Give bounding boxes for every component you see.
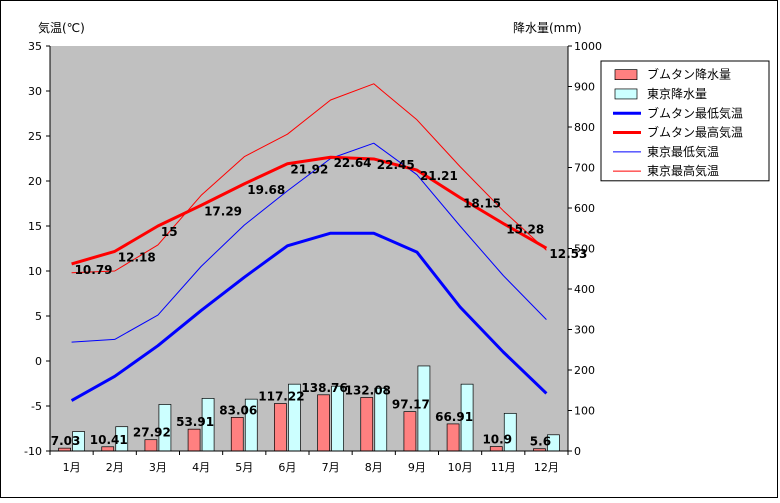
- right-tick-label: 0: [574, 445, 581, 458]
- bar-value-label: 5.6: [530, 435, 551, 449]
- right-tick-label: 400: [574, 283, 595, 296]
- bar-bumthang-5: [230, 417, 244, 452]
- legend-label: 東京降水量: [647, 87, 707, 101]
- line-value-label: 10.79: [75, 263, 113, 277]
- bar-bumthang-6: [274, 403, 287, 452]
- left-tick-label: 5: [35, 310, 42, 323]
- legend-box: [600, 60, 770, 182]
- x-tick-label: 6月: [278, 461, 296, 474]
- legend-label: ブムタン最低気温: [647, 105, 743, 120]
- bar-value-label: 7.03: [51, 434, 81, 448]
- bar-bumthang-10: [446, 423, 460, 452]
- right-tick-label: 900: [574, 81, 595, 94]
- x-tick-label: 11月: [491, 461, 516, 474]
- line-4: [71, 142, 547, 343]
- line-2: [70, 231, 548, 402]
- x-tick-label: 8月: [365, 461, 383, 474]
- right-axis-title: 降水量(mm): [513, 21, 582, 35]
- right-tick-label: 700: [574, 162, 595, 175]
- bar-value-label: 117.22: [258, 390, 304, 404]
- bar-value-label: 97.17: [392, 398, 430, 412]
- bar-value-label: 83.06: [219, 403, 257, 417]
- line-5: [71, 83, 547, 274]
- bar-bumthang-11: [489, 446, 503, 452]
- right-tick-label: 1000: [574, 40, 602, 53]
- left-tick-label: 10: [28, 265, 42, 278]
- x-tick-label: 3月: [149, 461, 167, 474]
- x-tick-label: 5月: [235, 461, 253, 474]
- bar-bumthang-8: [360, 397, 374, 452]
- line-value-label: 22.64: [334, 156, 372, 170]
- left-tick-label: 35: [28, 40, 42, 53]
- line-value-label: 17.29: [204, 204, 242, 218]
- left-tick-label: 30: [28, 85, 42, 98]
- right-tick-label: 100: [574, 405, 595, 418]
- right-tick-label: 800: [574, 121, 595, 134]
- bar-value-label: 132.08: [345, 384, 391, 398]
- legend-label: 東京最低気温: [647, 144, 719, 159]
- left-tick-label: -5: [31, 400, 42, 413]
- bar-value-label: 10.9: [482, 433, 512, 447]
- line-value-label: 12.53: [549, 247, 587, 261]
- legend-swatch: [614, 88, 638, 100]
- line-value-label: 21.21: [420, 169, 458, 183]
- line-value-label: 19.68: [247, 183, 285, 197]
- legend-label: 東京最高気温: [647, 163, 719, 178]
- plot-area: [50, 46, 568, 451]
- x-tick-label: 10月: [448, 461, 473, 474]
- line-3: [71, 155, 548, 266]
- bar-value-label: 138.76: [301, 381, 347, 395]
- right-tick-label: 200: [574, 364, 595, 377]
- right-tick-label: 500: [574, 243, 595, 256]
- line-value-label: 21.92: [290, 163, 328, 177]
- bar-bumthang-7: [317, 394, 330, 452]
- left-tick-label: 20: [28, 175, 42, 188]
- left-tick-label: 25: [28, 130, 42, 143]
- left-tick-label: 0: [35, 355, 42, 368]
- x-tick-label: 7月: [322, 461, 340, 474]
- x-tick-label: 9月: [408, 461, 426, 474]
- bar-value-label: 53.91: [176, 415, 214, 429]
- x-tick-label: 1月: [63, 461, 81, 474]
- left-axis-title: 気温(℃): [38, 20, 85, 35]
- right-tick-label: 600: [574, 202, 595, 215]
- x-tick-label: 4月: [192, 461, 210, 474]
- line-value-label: 12.18: [118, 250, 156, 264]
- line-value-label: 15.28: [506, 222, 544, 236]
- bar-tokyo-7: [331, 385, 344, 452]
- lines-layer: [70, 83, 548, 402]
- bar-bumthang-9: [403, 411, 417, 452]
- axes-layer: -10 -5 0 5 10 15 20 25 30 35 0 100 200 300 400 500 600 70…: [24, 40, 602, 474]
- bar-value-label: 27.92: [133, 426, 171, 440]
- x-tick-label: 2月: [106, 461, 124, 474]
- left-tick-label: 15: [28, 220, 42, 233]
- bar-bumthang-3: [144, 439, 158, 452]
- legend-label: ブムタン最高気温: [647, 125, 743, 140]
- right-tick-label: 300: [574, 324, 595, 337]
- bar-tokyo-8: [374, 387, 388, 452]
- bar-value-label: 66.91: [435, 410, 473, 424]
- bar-bumthang-2: [101, 446, 115, 452]
- legend-label: ブムタン降水量: [647, 67, 731, 82]
- x-tick-label: 12月: [534, 461, 559, 474]
- left-tick-label: -10: [24, 445, 42, 458]
- line-value-label: 22.45: [377, 158, 415, 172]
- bar-value-label: 10.41: [90, 433, 128, 447]
- line-value-label: 15: [161, 225, 178, 239]
- bar-bumthang-4: [187, 428, 201, 452]
- data-labels-layer: 7.03 10.41 27.92 53.91 83.06117.22138.76132.…: [51, 156, 588, 448]
- legend-swatch: [614, 69, 638, 81]
- line-value-label: 18.15: [463, 197, 501, 211]
